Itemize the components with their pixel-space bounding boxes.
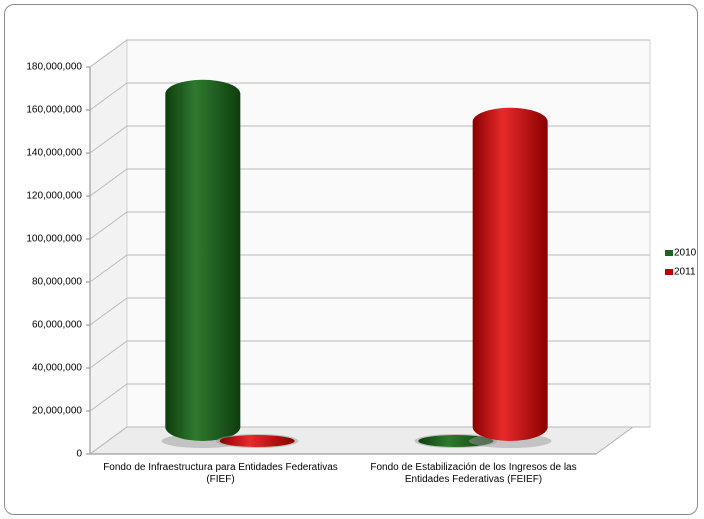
legend-swatch <box>665 269 673 275</box>
legend-label: 2011 <box>674 267 696 278</box>
y-tick-label: 0 <box>76 449 82 460</box>
y-tick-label: 80,000,000 <box>32 277 82 288</box>
chart-frame <box>4 4 698 515</box>
grid-line <box>89 82 650 111</box>
y-tick-label: 160,000,000 <box>26 105 82 116</box>
y-tick-label: 100,000,000 <box>26 234 82 245</box>
legend-label: 2010 <box>674 248 697 259</box>
y-tick-label: 20,000,000 <box>32 406 82 417</box>
y-tick-label: 40,000,000 <box>32 363 82 374</box>
y-tick-label: 180,000,000 <box>26 62 82 73</box>
bar <box>219 435 295 447</box>
legend-swatch <box>665 250 673 256</box>
bar <box>472 107 548 441</box>
side-wall <box>89 39 128 455</box>
bar <box>165 79 241 442</box>
y-tick-label: 140,000,000 <box>26 148 82 159</box>
y-tick-label: 60,000,000 <box>32 320 82 331</box>
x-tick-label: Fondo de Estabilización de los Ingresos … <box>370 462 577 485</box>
x-tick-label: Fondo de Infraestructura para Entidades … <box>103 462 338 485</box>
y-tick-label: 120,000,000 <box>26 191 82 202</box>
grid-line <box>89 39 650 68</box>
